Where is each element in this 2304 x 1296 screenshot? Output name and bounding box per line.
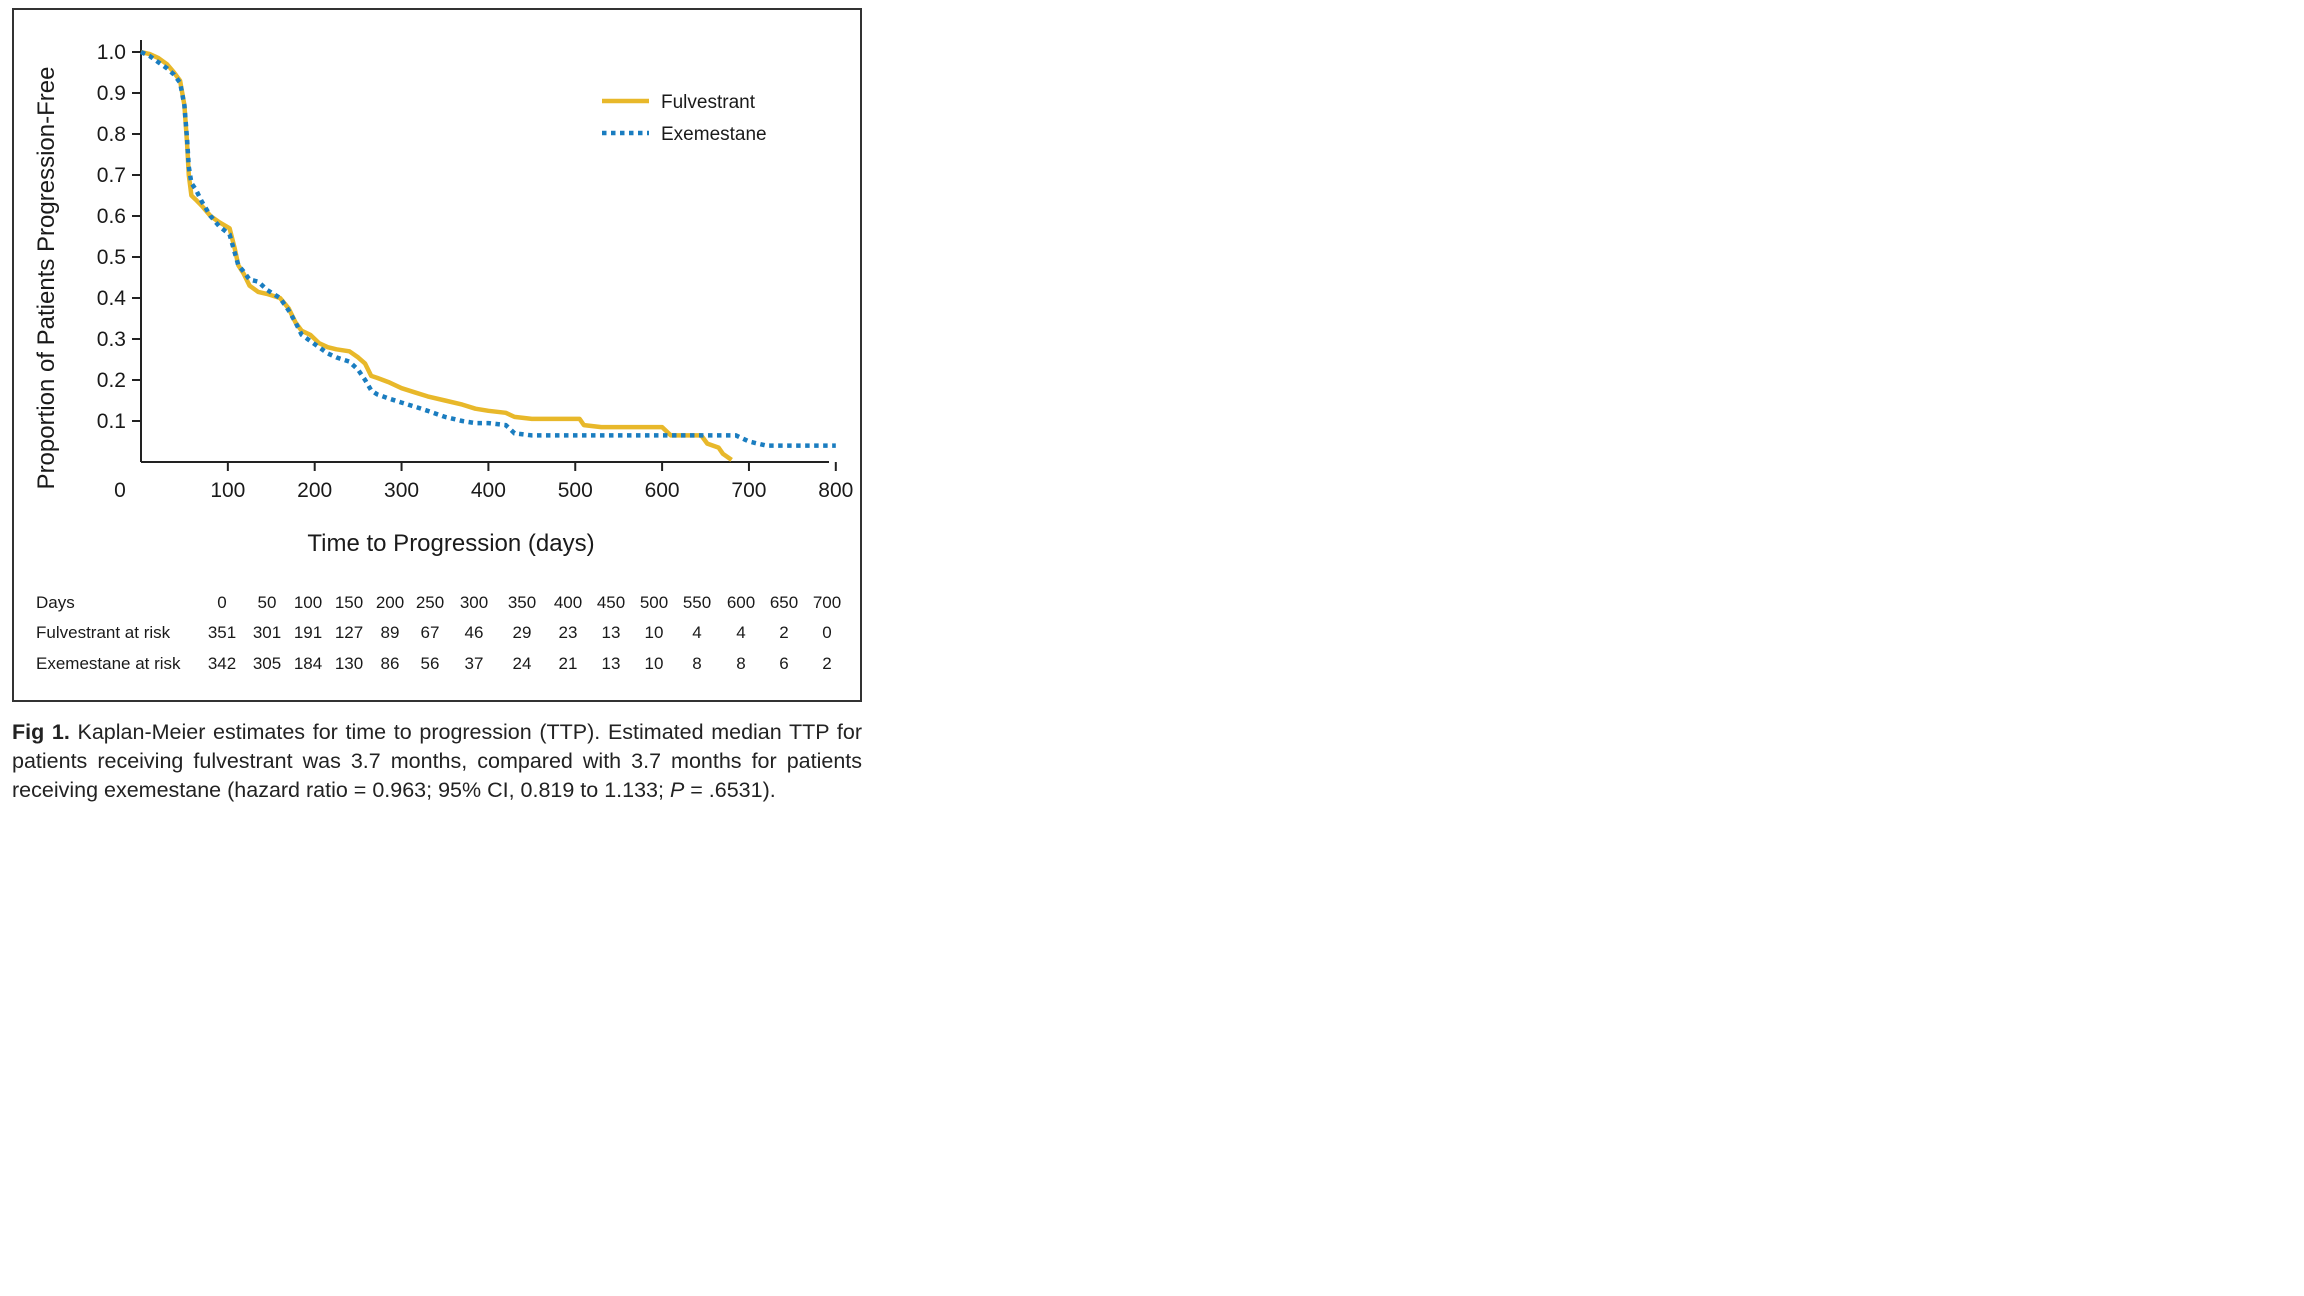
- risk-table-day: 0: [217, 593, 226, 612]
- caption-text-after: = .6531).: [684, 778, 776, 802]
- risk-table-day: 400: [554, 593, 582, 612]
- risk-table-day: 650: [770, 593, 798, 612]
- risk-table-value: 191: [294, 623, 322, 642]
- risk-table-value: 24: [513, 654, 532, 673]
- km-curve-exemestane: [140, 49, 836, 448]
- legend-label-fulvestrant: Fulvestrant: [661, 92, 756, 113]
- figure-caption: Fig 1. Kaplan-Meier estimates for time t…: [12, 718, 862, 805]
- x-axis-title: Time to Progression (days): [307, 530, 594, 557]
- km-curve-fulvestrant: [140, 49, 733, 462]
- x-tick-label: 500: [558, 479, 593, 502]
- y-tick-label: 0.2: [97, 369, 126, 392]
- risk-table-value: 6: [779, 654, 788, 673]
- risk-table-day: 600: [727, 593, 755, 612]
- km-chart: 0.10.20.30.40.50.60.70.80.91.00 100 200 300…: [33, 40, 853, 673]
- risk-table-day: 250: [416, 593, 444, 612]
- y-tick-label: 0.8: [97, 123, 126, 146]
- y-axis-title: Proportion of Patients Progression-Free: [33, 67, 60, 490]
- series-layer: [140, 49, 836, 462]
- risk-table: Days 0 50 100 150 200 250 300 350 400 450 500 550 600…: [36, 593, 841, 673]
- risk-table-day: 550: [683, 593, 711, 612]
- risk-table-value: 305: [253, 654, 281, 673]
- x-tick-label: 400: [471, 479, 506, 502]
- risk-table-value: 56: [421, 654, 440, 673]
- risk-table-value: 21: [559, 654, 578, 673]
- risk-table-day: 450: [597, 593, 625, 612]
- risk-table-day: 700: [813, 593, 841, 612]
- x-tick-label: 700: [731, 479, 766, 502]
- risk-table-row-label: Exemestane at risk: [36, 654, 181, 673]
- risk-table-value: 2: [779, 623, 788, 642]
- figure-frame: 0.1 0.2 0.3 0.4 0.5 0.6 0.7 0.8 0.9 1.0 0 100 200 300…: [12, 8, 862, 702]
- y-tick-label: 0.5: [97, 246, 126, 269]
- axes-layer: 0.1 0.2 0.3 0.4 0.5 0.6 0.7 0.8 0.9 1.0 0 100 200 300…: [97, 40, 853, 502]
- risk-table-day: 500: [640, 593, 668, 612]
- risk-table-header-label: Days: [36, 593, 75, 612]
- risk-table-value: 8: [736, 654, 745, 673]
- risk-table-value: 130: [335, 654, 363, 673]
- risk-table-value: 4: [692, 623, 701, 642]
- legend: Fulvestrant Exemestane: [602, 92, 767, 145]
- risk-table-value: 8: [692, 654, 701, 673]
- risk-table-value: 2: [822, 654, 831, 673]
- x-tick-label: 0: [114, 479, 126, 502]
- risk-table-day: 300: [460, 593, 488, 612]
- y-tick-label: 0.9: [97, 82, 126, 105]
- risk-table-value: 23: [559, 623, 578, 642]
- y-tick-label: 0.7: [97, 164, 126, 187]
- caption-p-symbol: P: [669, 778, 685, 802]
- risk-table-value: 351: [208, 623, 236, 642]
- x-tick-label: 800: [818, 479, 853, 502]
- y-tick-label: 0.6: [97, 205, 126, 228]
- risk-table-value: 46: [465, 623, 484, 642]
- risk-table-value: 13: [602, 654, 621, 673]
- risk-table-value: 342: [208, 654, 236, 673]
- risk-table-value: 10: [645, 654, 664, 673]
- risk-table-value: 301: [253, 623, 281, 642]
- risk-table-value: 86: [381, 654, 400, 673]
- x-tick-label: 600: [645, 479, 680, 502]
- y-tick-label: 1.0: [97, 41, 126, 64]
- risk-table-day: 150: [335, 593, 363, 612]
- caption-text-before: Kaplan-Meier estimates for time to progr…: [12, 720, 862, 802]
- risk-table-value: 67: [421, 623, 440, 642]
- legend-label-exemestane: Exemestane: [661, 124, 767, 145]
- risk-table-value: 13: [602, 623, 621, 642]
- risk-table-day: 200: [376, 593, 404, 612]
- x-tick-label: 200: [297, 479, 332, 502]
- risk-table-day: 350: [508, 593, 536, 612]
- x-tick-label: 100: [210, 479, 245, 502]
- risk-table-value: 29: [513, 623, 532, 642]
- risk-table-row-label: Fulvestrant at risk: [36, 623, 171, 642]
- y-tick-label: 0.3: [97, 328, 126, 351]
- risk-table-value: 37: [465, 654, 484, 673]
- risk-table-value: 10: [645, 623, 664, 642]
- x-tick-label: 300: [384, 479, 419, 502]
- risk-table-value: 0: [822, 623, 831, 642]
- risk-table-day: 100: [294, 593, 322, 612]
- risk-table-day: 50: [258, 593, 277, 612]
- y-tick-label: 0.4: [97, 287, 127, 310]
- y-tick-label: 0.1: [97, 410, 126, 433]
- risk-table-value: 4: [736, 623, 745, 642]
- risk-table-value: 127: [335, 623, 363, 642]
- risk-table-value: 184: [294, 654, 322, 673]
- risk-table-value: 89: [381, 623, 400, 642]
- caption-label: Fig 1.: [12, 720, 70, 744]
